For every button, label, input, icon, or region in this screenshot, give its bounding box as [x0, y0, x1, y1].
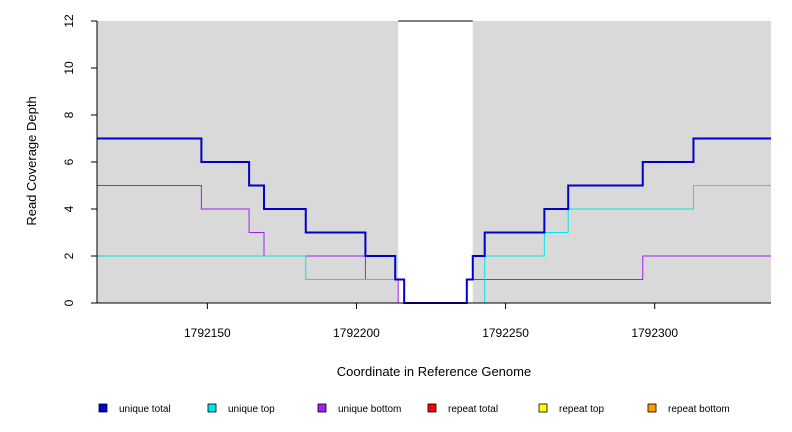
series-line-unique-bottom — [97, 185, 771, 304]
legend-swatch — [538, 403, 548, 413]
x-tick-label: 1792300 — [631, 326, 678, 340]
legend-swatch — [427, 403, 437, 413]
x-tick-label: 1792250 — [482, 326, 529, 340]
legend-label: repeat bottom — [668, 404, 730, 415]
legend-label: repeat total — [448, 404, 498, 415]
legend: unique total unique top unique bottom repea… — [98, 403, 730, 415]
x-axis-label: Coordinate in Reference Genome — [337, 364, 531, 379]
y-tick-label: 12 — [62, 14, 76, 28]
legend-label: unique top — [228, 404, 275, 415]
legend-label: repeat top — [559, 404, 604, 415]
shaded-region-2 — [472, 21, 771, 303]
y-tick-label: 2 — [62, 252, 76, 259]
y-tick-label: 8 — [62, 111, 76, 118]
series-line-unique-top — [97, 185, 771, 304]
legend-swatch — [98, 403, 108, 413]
legend-swatch — [207, 403, 217, 413]
y-tick-label: 6 — [62, 158, 76, 165]
x-tick-label: 1792200 — [333, 326, 380, 340]
y-axis-label: Read Coverage Depth — [24, 96, 39, 225]
legend-swatch — [647, 403, 657, 413]
legend-swatch — [317, 403, 327, 413]
axes: 0 2 4 6 8 10 12 1792150 1792200 1792250 1792300 — [62, 14, 771, 340]
y-tick-label: 4 — [62, 205, 76, 212]
y-tick-label: 10 — [62, 61, 76, 75]
x-tick-label: 1792150 — [184, 326, 231, 340]
y-tick-label: 0 — [62, 299, 76, 306]
legend-label: unique total — [119, 404, 171, 415]
legend-label: unique bottom — [338, 404, 401, 415]
